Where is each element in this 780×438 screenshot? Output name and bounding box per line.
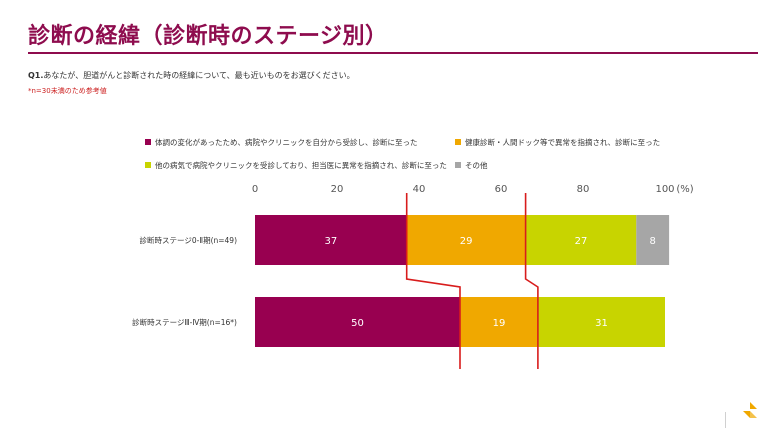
category-label-1: 診断時ステージⅢ-Ⅳ期(n=16*) — [132, 317, 237, 327]
bar-segment-0-3 — [636, 215, 670, 265]
bar-segment-1-2 — [537, 297, 665, 347]
title-underline — [28, 52, 758, 54]
x-tick-label-1: 20 — [331, 184, 344, 195]
x-tick-label-5: 100 — [655, 184, 674, 195]
legend-swatch-3 — [455, 162, 461, 168]
legend-label-0: 体調の変化があったため、病院やクリニックを自分から受診し、診断に至った — [155, 137, 418, 147]
bar-segment-0-1 — [406, 215, 526, 265]
data-label-1-0: 50 — [351, 318, 364, 329]
company-logo-icon — [743, 402, 757, 418]
data-label-0-2: 27 — [575, 236, 588, 247]
category-label-0: 診断時ステージ0-Ⅱ期(n=49) — [140, 235, 238, 245]
x-tick-label-3: 60 — [495, 184, 508, 195]
legend-label-1: 健康診断・人間ドック等で異常を指摘され、診断に至った — [465, 137, 660, 147]
data-label-0-0: 37 — [324, 236, 337, 247]
connector-line-0 — [405, 193, 461, 369]
sample-size-note: *n=30未満のため参考値 — [28, 87, 107, 95]
x-tick-label-2: 40 — [413, 184, 426, 195]
survey-question: Q1.あなたが、胆道がんと診断された時の経緯について、最も近いものをお選びくださ… — [28, 70, 355, 81]
x-tick-label-4: 80 — [577, 184, 590, 195]
bar-segment-0-2 — [525, 215, 637, 265]
page-title: 診断の経緯（診断時のステージ別） — [28, 24, 388, 49]
x-axis-unit: (%) — [676, 184, 693, 195]
bar-segment-1-1 — [460, 297, 538, 347]
bar-segment-1-0 — [255, 297, 460, 347]
legend-swatch-2 — [145, 162, 151, 168]
data-label-0-3: 8 — [650, 236, 656, 247]
footer-divider — [725, 412, 726, 428]
legend-label-2: 他の病気で病院やクリニックを受診しており、担当医に異常を指摘され、診断に至った — [155, 160, 447, 170]
question-text: あなたが、胆道がんと診断された時の経緯について、最も近いものをお選びください。 — [43, 71, 355, 80]
data-label-0-1: 29 — [460, 236, 473, 247]
question-number: Q1. — [28, 71, 44, 80]
data-label-1-2: 31 — [595, 318, 608, 329]
connector-line-1 — [524, 193, 539, 369]
legend-swatch-0 — [145, 139, 151, 145]
legend-swatch-1 — [455, 139, 461, 145]
legend-label-3: その他 — [465, 160, 488, 170]
data-label-1-1: 19 — [493, 318, 506, 329]
x-tick-label-0: 0 — [252, 184, 258, 195]
bar-segment-0-0 — [255, 215, 407, 265]
